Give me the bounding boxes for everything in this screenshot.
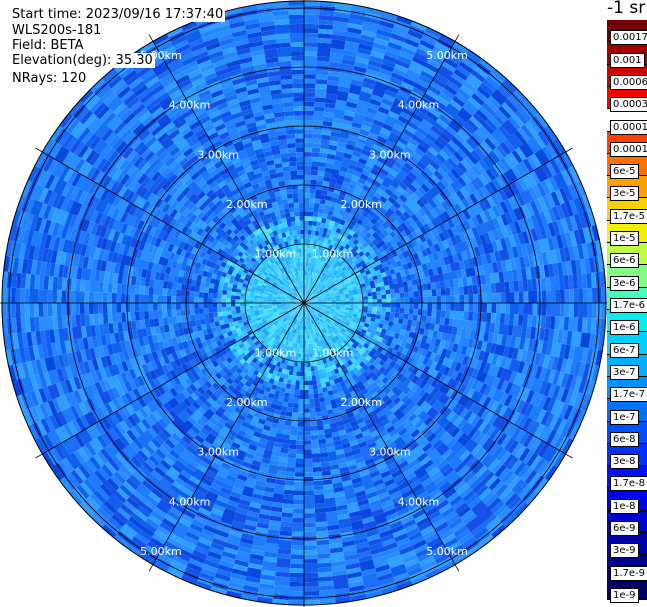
spokes [0, 0, 607, 607]
field-cells [218, 216, 391, 381]
colorbar-tick-label: 6e-8 [610, 431, 639, 447]
spoke-120 [303, 302, 573, 459]
field-cells [5, 2, 605, 606]
colorbar-tick-label: 3e-5 [610, 186, 639, 202]
colorbar-tick-label: 0.001 [610, 52, 645, 68]
range-ring-label: 5.00km [140, 545, 182, 558]
range-ring-label: 1.00km [255, 347, 297, 360]
range-ring-label: 3.00km [369, 446, 411, 459]
colorbar-tick-label: 6e-6 [610, 253, 639, 269]
range-ring-label: 2.00km [226, 198, 268, 211]
colorbar-tick-label: 6e-5 [610, 164, 639, 180]
colorbar-tick-label: 1e-6 [610, 320, 639, 336]
spoke-60 [303, 147, 573, 304]
ppi-plot: 1.00km 1.00km 1.00km 1.00km 2.00km 2.00km 2.00… [0, 0, 607, 607]
colorbar-tick-label: 1.7e-7 [610, 387, 647, 403]
colorbar-tick-label: 0.0006 [610, 74, 647, 90]
range-ring-label: 5.00km [426, 49, 468, 62]
range-ring-label: 4.00km [398, 99, 440, 112]
colorbar-tick-label: 6e-7 [610, 342, 639, 358]
colorbar-tick-label: 0.00017 [610, 119, 647, 135]
range-ring-label: 4.00km [169, 99, 211, 112]
range-ring-label: 1.00km [255, 247, 297, 260]
colorbar: 1e-9 1.7e-9 3e-9 6e-9 1e-8 1.7e-8 3e-8 6e-8 1e-7… [607, 0, 647, 607]
range-ring-label: 5.00km [426, 545, 468, 558]
spoke-330 [148, 34, 305, 304]
field-cells [218, 224, 382, 390]
range-ring-label: 1.00km [312, 247, 354, 260]
colorbar-tick-label: 1e-9 [610, 588, 639, 603]
colorbar-tick-label: 3e-9 [610, 543, 639, 559]
field-cells [6, 0, 602, 602]
colorbar-title: -1 sr [607, 0, 646, 18]
instrument-label: WLS200s-181 [10, 23, 104, 38]
spoke-150 [303, 302, 460, 572]
range-ring-label: 4.00km [169, 495, 211, 508]
colorbar-tick-label: 1e-5 [610, 231, 639, 247]
spoke-210 [148, 302, 305, 572]
elevation-label: Elevation(deg): 35.30 [10, 53, 155, 68]
colorbar-tick-label: 3e-7 [610, 364, 639, 380]
spoke-240 [35, 302, 305, 459]
range-ring-labels: 1.00km 1.00km 1.00km 1.00km 2.00km 2.00km 2.00… [140, 49, 468, 558]
spoke-30 [303, 34, 460, 304]
colorbar-tick-label: 1.7e-5 [610, 208, 647, 224]
colorbar-tick-label: 1.7e-9 [610, 565, 647, 581]
range-ring-label: 3.00km [197, 148, 239, 161]
start-time-label: Start time: 2023/09/16 17:37:40 [10, 7, 226, 22]
colorbar-tick-label: 0.0003 [610, 97, 647, 113]
colorbar-tick-label: 3e-8 [610, 454, 639, 470]
spoke-300 [35, 147, 305, 304]
range-ring-label: 3.00km [197, 446, 239, 459]
range-ring-label: 1.00km [312, 347, 354, 360]
colorbar-tick-label: 0.0001 [610, 141, 647, 157]
colorbar-tick-label: 1e-7 [610, 409, 639, 425]
nrays-label: NRays: 120 [10, 71, 89, 86]
range-ring-label: 2.00km [226, 396, 268, 409]
field-cells [1, 0, 596, 605]
colorbar-tick-label: 1.7e-6 [610, 298, 647, 313]
colorbar-tick-label: 1e-8 [610, 498, 639, 514]
field-cells [5, 5, 606, 597]
range-ring-label: 2.00km [340, 198, 382, 211]
range-ring-label: 4.00km [398, 495, 440, 508]
colorbar-tick-label: 6e-9 [610, 521, 639, 537]
colorbar-tick-label: 0.0017 [610, 30, 647, 46]
range-ring-label: 2.00km [340, 396, 382, 409]
range-ring-label: 3.00km [369, 148, 411, 161]
field-label: Field: BETA [10, 38, 86, 53]
colorbar-tick-label: 1.7e-8 [610, 476, 647, 492]
colorbar-tick-label: 3e-6 [610, 275, 639, 291]
